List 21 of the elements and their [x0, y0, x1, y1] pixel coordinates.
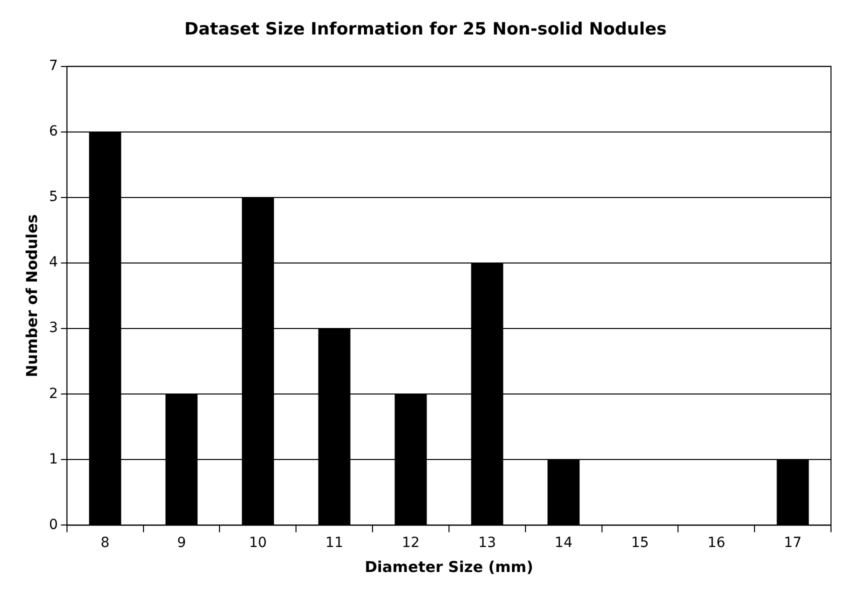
x-tick-label: 11 — [325, 535, 344, 552]
y-tick-label: 7 — [48, 58, 58, 74]
x-tick-label: 14 — [554, 535, 573, 552]
x-tick-label: 17 — [784, 535, 802, 552]
y-tick-label: 1 — [48, 451, 58, 468]
x-tick-label: 16 — [707, 535, 726, 552]
y-tick-label: 0 — [48, 516, 58, 533]
y-tick-label: 4 — [48, 254, 58, 271]
y-axis-title: Number of Nodules — [22, 214, 41, 378]
x-tick-label: 10 — [249, 535, 267, 552]
x-tick-label: 8 — [100, 535, 110, 552]
x-tick-label: 13 — [478, 535, 496, 552]
y-tick-label: 6 — [48, 124, 58, 140]
chart-title: Dataset Size Information for 25 Non-solid Nodules — [184, 20, 667, 40]
y-tick-label: 2 — [48, 386, 58, 402]
x-tick-label: 12 — [402, 535, 420, 552]
x-axis-title: Diameter Size (mm) — [364, 558, 534, 576]
x-tick-label: 15 — [631, 535, 649, 552]
y-tick-label: 5 — [48, 189, 58, 206]
y-tick-label: 3 — [48, 320, 58, 336]
x-tick-label: 9 — [177, 535, 186, 552]
